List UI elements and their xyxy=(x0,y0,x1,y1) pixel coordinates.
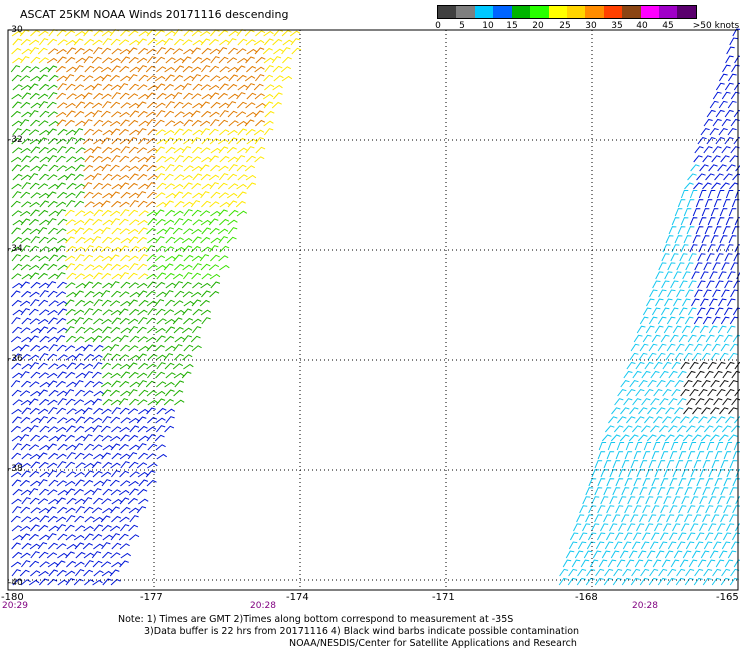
map-frame xyxy=(7,29,739,591)
note-line: 3)Data buffer is 22 hrs from 20171116 4)… xyxy=(144,626,580,637)
time-label: 20:28 xyxy=(632,601,658,611)
legend-color-swatch xyxy=(530,6,549,18)
lat-label: -30 xyxy=(8,25,23,35)
legend-color-swatch xyxy=(493,6,512,18)
lat-label: -36 xyxy=(8,354,23,364)
lon-label: -165 xyxy=(716,592,739,603)
lon-label: -171 xyxy=(432,592,455,603)
note-line: NOAA/NESDIS/Center for Satellite Applica… xyxy=(289,638,577,649)
legend-color-swatch xyxy=(456,6,475,18)
legend-tick: 20 xyxy=(532,21,544,31)
legend-tick: 0 xyxy=(435,21,441,31)
map-gridlines xyxy=(8,30,738,590)
note-line: Note: 1) Times are GMT 2)Times along bot… xyxy=(118,614,514,625)
lat-label: -32 xyxy=(8,135,23,145)
legend-tick: 10 xyxy=(482,21,494,31)
legend-color-swatch xyxy=(548,6,567,18)
legend-tick: 30 xyxy=(585,21,597,31)
lon-label: -168 xyxy=(575,592,598,603)
legend-tick-labels: 0 5 10 15 20 25 30 35 40 45 >50 knots xyxy=(435,21,740,33)
legend-color-swatch xyxy=(603,6,623,18)
legend-tick: >50 knots xyxy=(692,21,740,31)
wind-speed-legend-bar xyxy=(437,5,697,19)
lon-label: -174 xyxy=(286,592,309,603)
legend-color-swatch xyxy=(640,6,660,18)
legend-color-swatch xyxy=(566,6,586,18)
legend-tick: 40 xyxy=(636,21,648,31)
legend-color-swatch xyxy=(659,6,678,18)
map-title: ASCAT 25KM NOAA Winds 20171116 descendin… xyxy=(20,8,289,21)
lat-label: -34 xyxy=(8,244,23,254)
lon-label: -177 xyxy=(140,592,163,603)
legend-tick: 45 xyxy=(662,21,674,31)
legend-color-swatch xyxy=(622,6,641,18)
legend-tick: 25 xyxy=(559,21,571,31)
lat-label: -40 xyxy=(8,578,23,588)
time-label: 20:29 xyxy=(2,601,28,611)
legend-tick: 15 xyxy=(506,21,518,31)
legend-color-swatch xyxy=(511,6,531,18)
legend-tick: 35 xyxy=(611,21,623,31)
legend-color-swatch xyxy=(677,6,696,18)
wind-barbs-layer xyxy=(10,28,740,586)
legend-tick: 5 xyxy=(459,21,465,31)
legend-color-swatch xyxy=(585,6,604,18)
time-label: 20:28 xyxy=(250,601,276,611)
legend-color-swatch xyxy=(474,6,494,18)
legend-color-swatch xyxy=(438,6,457,18)
lon-label: -180 xyxy=(1,592,24,603)
lat-label: -38 xyxy=(8,464,23,474)
